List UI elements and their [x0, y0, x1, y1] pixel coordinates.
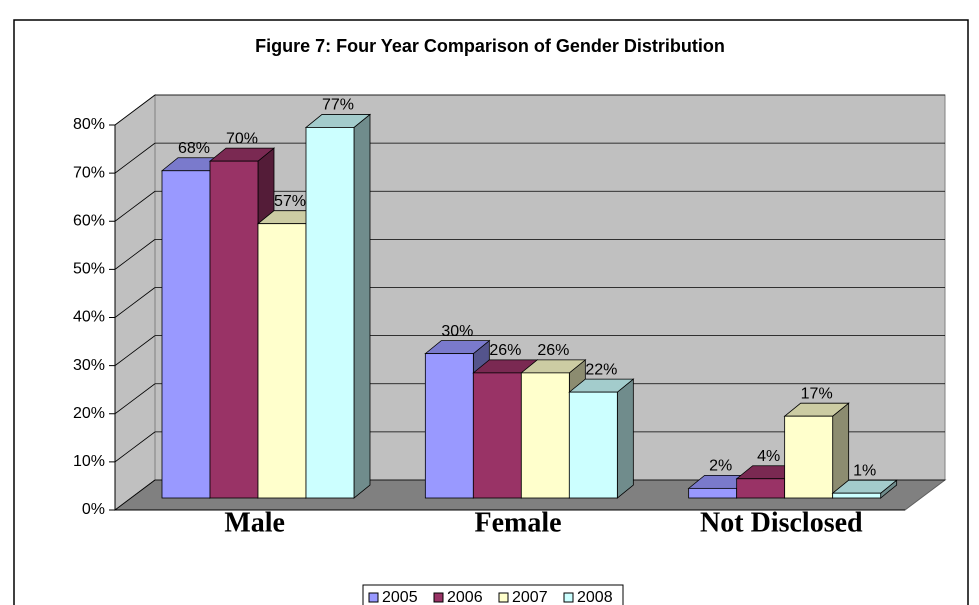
- value-label: 68%: [178, 140, 210, 157]
- value-label: 57%: [274, 193, 306, 210]
- grid-line: [114, 239, 156, 270]
- value-label: 30%: [441, 323, 473, 340]
- bar: [688, 487, 738, 499]
- x-tick-label: Not Disclosed: [700, 507, 863, 538]
- y-tick-label: 40%: [73, 309, 105, 326]
- legend-box: [362, 584, 624, 605]
- value-label: 22%: [585, 361, 617, 378]
- grid-line: [114, 190, 156, 222]
- value-label: 17%: [801, 385, 833, 402]
- x-tick-label: Female: [474, 507, 561, 538]
- bar: [736, 478, 786, 499]
- legend-swatch: [563, 592, 574, 603]
- chart-title: Figure 7: Four Year Comparison of Gender…: [255, 36, 725, 56]
- bar: [257, 223, 307, 499]
- y-tick-label: 50%: [73, 261, 105, 278]
- legend-label: 2006: [447, 589, 483, 605]
- bar: [424, 353, 474, 499]
- grid-line: [114, 383, 156, 415]
- bar-side: [616, 378, 634, 499]
- y-tick-label: 10%: [73, 453, 105, 470]
- bar: [305, 127, 355, 499]
- y-tick-label: 30%: [73, 357, 105, 374]
- value-label: 2%: [709, 458, 732, 475]
- x-tick-label: Male: [224, 507, 285, 538]
- legend-label: 2007: [512, 589, 548, 605]
- value-label: 26%: [537, 342, 569, 359]
- grid-line: [114, 94, 156, 126]
- bar: [161, 170, 211, 499]
- bar: [472, 372, 522, 499]
- y-tick-label: 70%: [73, 164, 105, 181]
- legend-swatch: [368, 592, 379, 603]
- value-label: 70%: [226, 130, 258, 147]
- bar: [520, 372, 570, 499]
- value-label: 26%: [489, 342, 521, 359]
- legend-swatch: [433, 592, 444, 603]
- y-tick-label: 60%: [73, 212, 105, 229]
- bar: [568, 391, 618, 499]
- grid-line: [114, 287, 156, 318]
- grid-line: [114, 142, 156, 174]
- bar: [784, 415, 834, 499]
- grid-line: [114, 479, 156, 511]
- bar: [209, 160, 259, 499]
- legend-label: 2008: [577, 589, 613, 605]
- grid-line: [114, 335, 156, 366]
- y-tick-label: 80%: [73, 116, 105, 133]
- value-label: 4%: [757, 448, 780, 465]
- y-tick-label: 0%: [82, 501, 105, 518]
- value-label: 77%: [322, 97, 354, 114]
- value-label: 1%: [853, 462, 876, 479]
- legend-label: 2005: [382, 589, 418, 605]
- grid-line: [114, 431, 156, 463]
- bar-side: [353, 113, 371, 499]
- y-tick-label: 20%: [73, 405, 105, 422]
- bar: [832, 492, 882, 499]
- legend-swatch: [498, 592, 509, 603]
